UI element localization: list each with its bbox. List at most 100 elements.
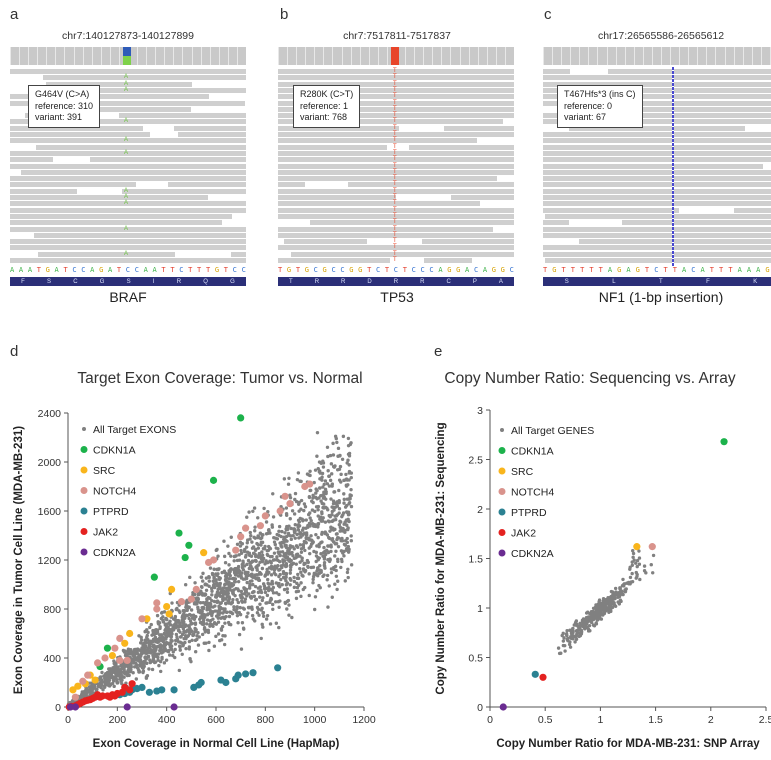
point-all-targets (262, 506, 266, 511)
point-all-targets (347, 519, 351, 524)
point-all-targets (214, 579, 218, 583)
point-all-targets (603, 609, 607, 613)
point-all-targets (326, 550, 331, 555)
point-all-targets (649, 563, 653, 567)
point-all-targets (326, 469, 330, 473)
reference-count: reference: 310 (35, 100, 94, 111)
point-all-targets (327, 513, 331, 518)
point-all-targets (323, 520, 328, 524)
point-all-targets (265, 601, 269, 605)
point-all-targets (152, 650, 156, 654)
point-all-targets (561, 639, 566, 643)
point-all-targets (180, 632, 185, 637)
point-all-targets (563, 649, 567, 653)
point-all-targets (347, 500, 352, 505)
read-row (543, 87, 771, 93)
point-all-targets (258, 602, 262, 606)
point-all-targets (327, 474, 332, 478)
point-all-targets (227, 563, 231, 567)
point-all-targets (236, 587, 240, 591)
point-all-targets (204, 641, 208, 645)
point-all-targets (328, 453, 333, 458)
point-all-targets (191, 633, 196, 637)
point-all-targets (164, 637, 168, 641)
point-all-targets (189, 608, 194, 612)
point-all-targets (328, 529, 332, 533)
variant-base: T (393, 187, 397, 194)
point-notch4 (123, 656, 131, 665)
variant-base: T (393, 181, 397, 188)
point-all-targets (299, 581, 303, 585)
point-all-targets (334, 532, 339, 536)
point-all-targets (314, 487, 318, 491)
point-all-targets (288, 534, 293, 538)
point-all-targets (606, 606, 611, 611)
point-all-targets (322, 551, 327, 555)
point-all-targets (289, 544, 293, 549)
point-all-targets (635, 564, 639, 569)
point-all-targets (651, 553, 656, 558)
point-all-targets (280, 583, 284, 587)
point-all-targets (334, 574, 339, 579)
point-all-targets (285, 590, 290, 594)
point-all-targets (279, 534, 283, 539)
legend-marker (498, 508, 506, 516)
point-cdkn2a (66, 703, 75, 711)
point-all-targets (321, 554, 325, 558)
point-all-targets (186, 624, 191, 628)
point-all-targets (250, 590, 255, 595)
point-all-targets (243, 600, 247, 604)
point-all-targets (326, 454, 330, 459)
point-all-targets (325, 482, 330, 486)
series-cdkn2a (66, 703, 178, 711)
y-tick-label: 1.5 (468, 554, 483, 566)
point-all-targets (251, 509, 255, 513)
point-all-targets (630, 563, 635, 567)
point-all-targets (232, 579, 237, 584)
point-all-targets (196, 593, 201, 597)
point-all-targets (259, 588, 263, 592)
point-all-targets (565, 633, 569, 638)
point-all-targets (211, 579, 215, 583)
point-all-targets (246, 570, 250, 575)
point-all-targets (253, 554, 258, 559)
point-all-targets (295, 477, 300, 482)
point-notch4 (94, 659, 102, 667)
point-all-targets (274, 581, 279, 585)
point-all-targets (173, 642, 178, 646)
point-all-targets (269, 564, 274, 569)
point-all-targets (239, 589, 244, 594)
point-all-targets (277, 568, 281, 572)
point-all-targets (574, 637, 579, 641)
point-all-targets (292, 512, 297, 516)
point-all-targets (339, 549, 344, 553)
point-all-targets (294, 596, 299, 601)
point-all-targets (293, 491, 298, 496)
point-all-targets (211, 584, 216, 589)
point-all-targets (316, 514, 320, 518)
read-row (278, 106, 514, 112)
point-all-targets (315, 430, 320, 435)
point-all-targets (144, 661, 148, 665)
point-all-targets (309, 542, 314, 546)
point-all-targets (346, 575, 350, 580)
point-all-targets (239, 647, 244, 651)
point-all-targets (335, 440, 339, 445)
point-ptprd (531, 670, 539, 678)
point-all-targets (297, 509, 301, 513)
read-row (543, 69, 771, 74)
point-all-targets (134, 677, 139, 681)
point-all-targets (124, 672, 129, 676)
variant-base: T (393, 118, 397, 125)
point-all-targets (111, 668, 116, 673)
point-all-targets (253, 576, 257, 580)
point-all-targets (180, 652, 184, 657)
point-all-targets (329, 543, 333, 547)
point-all-targets (298, 554, 302, 558)
point-all-targets (212, 567, 216, 571)
point-all-targets (577, 634, 581, 639)
point-all-targets (274, 621, 279, 625)
point-all-targets (331, 526, 335, 531)
point-all-targets (281, 560, 285, 564)
point-all-targets (229, 554, 233, 558)
